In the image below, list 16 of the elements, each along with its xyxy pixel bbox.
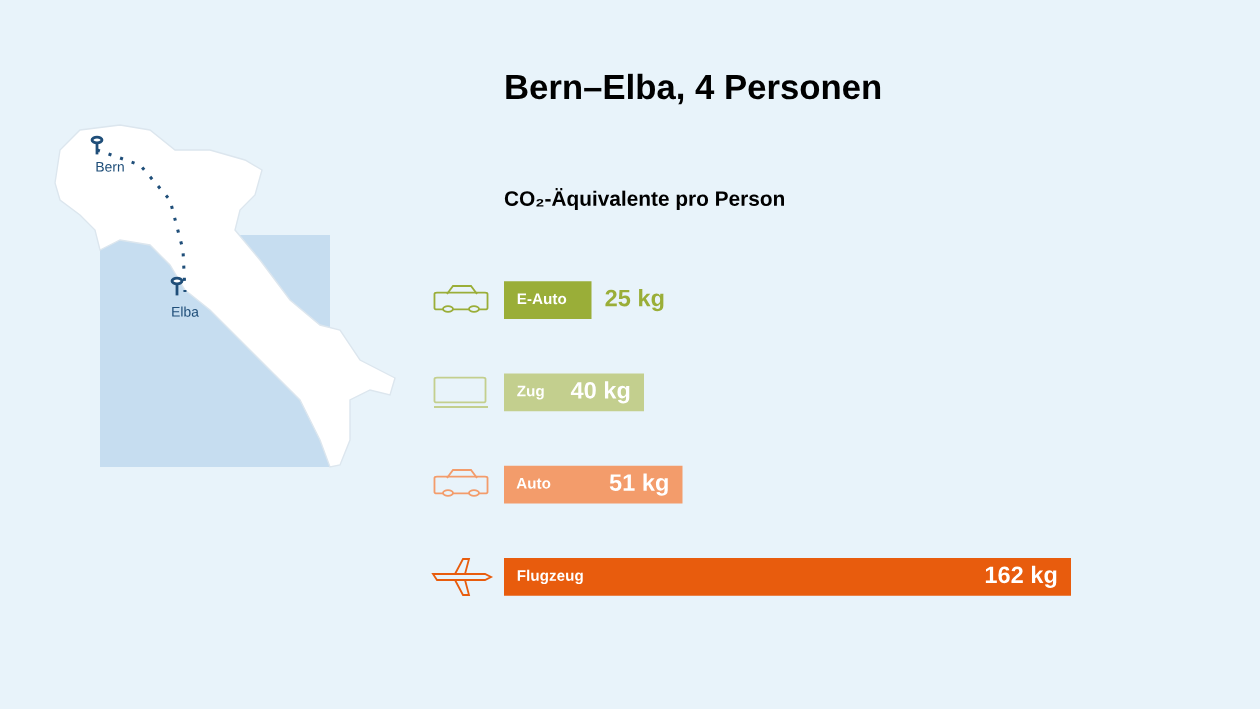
bar bbox=[504, 281, 592, 320]
y-tick-label: Auto bbox=[516, 478, 551, 489]
y-tick-label: Zug bbox=[517, 385, 544, 400]
text: Bern bbox=[96, 162, 124, 172]
text: Elba bbox=[172, 306, 199, 317]
bar bbox=[504, 373, 644, 412]
data-label: 40 kg bbox=[570, 381, 630, 404]
chart-title: Bern–Elba, 4 Personen bbox=[506, 73, 881, 105]
data-label: 51 kg bbox=[609, 473, 668, 496]
data-label: 25 kg bbox=[605, 289, 664, 312]
data-label: 162 kg bbox=[985, 565, 1057, 588]
y-tick-label: E-Auto bbox=[517, 293, 567, 305]
y-tick-label: Flugzeug bbox=[517, 569, 583, 585]
bar bbox=[504, 557, 1071, 596]
chart-subtitle: CO₂-Äquivalente pro Person bbox=[504, 187, 784, 211]
bar bbox=[504, 465, 683, 504]
